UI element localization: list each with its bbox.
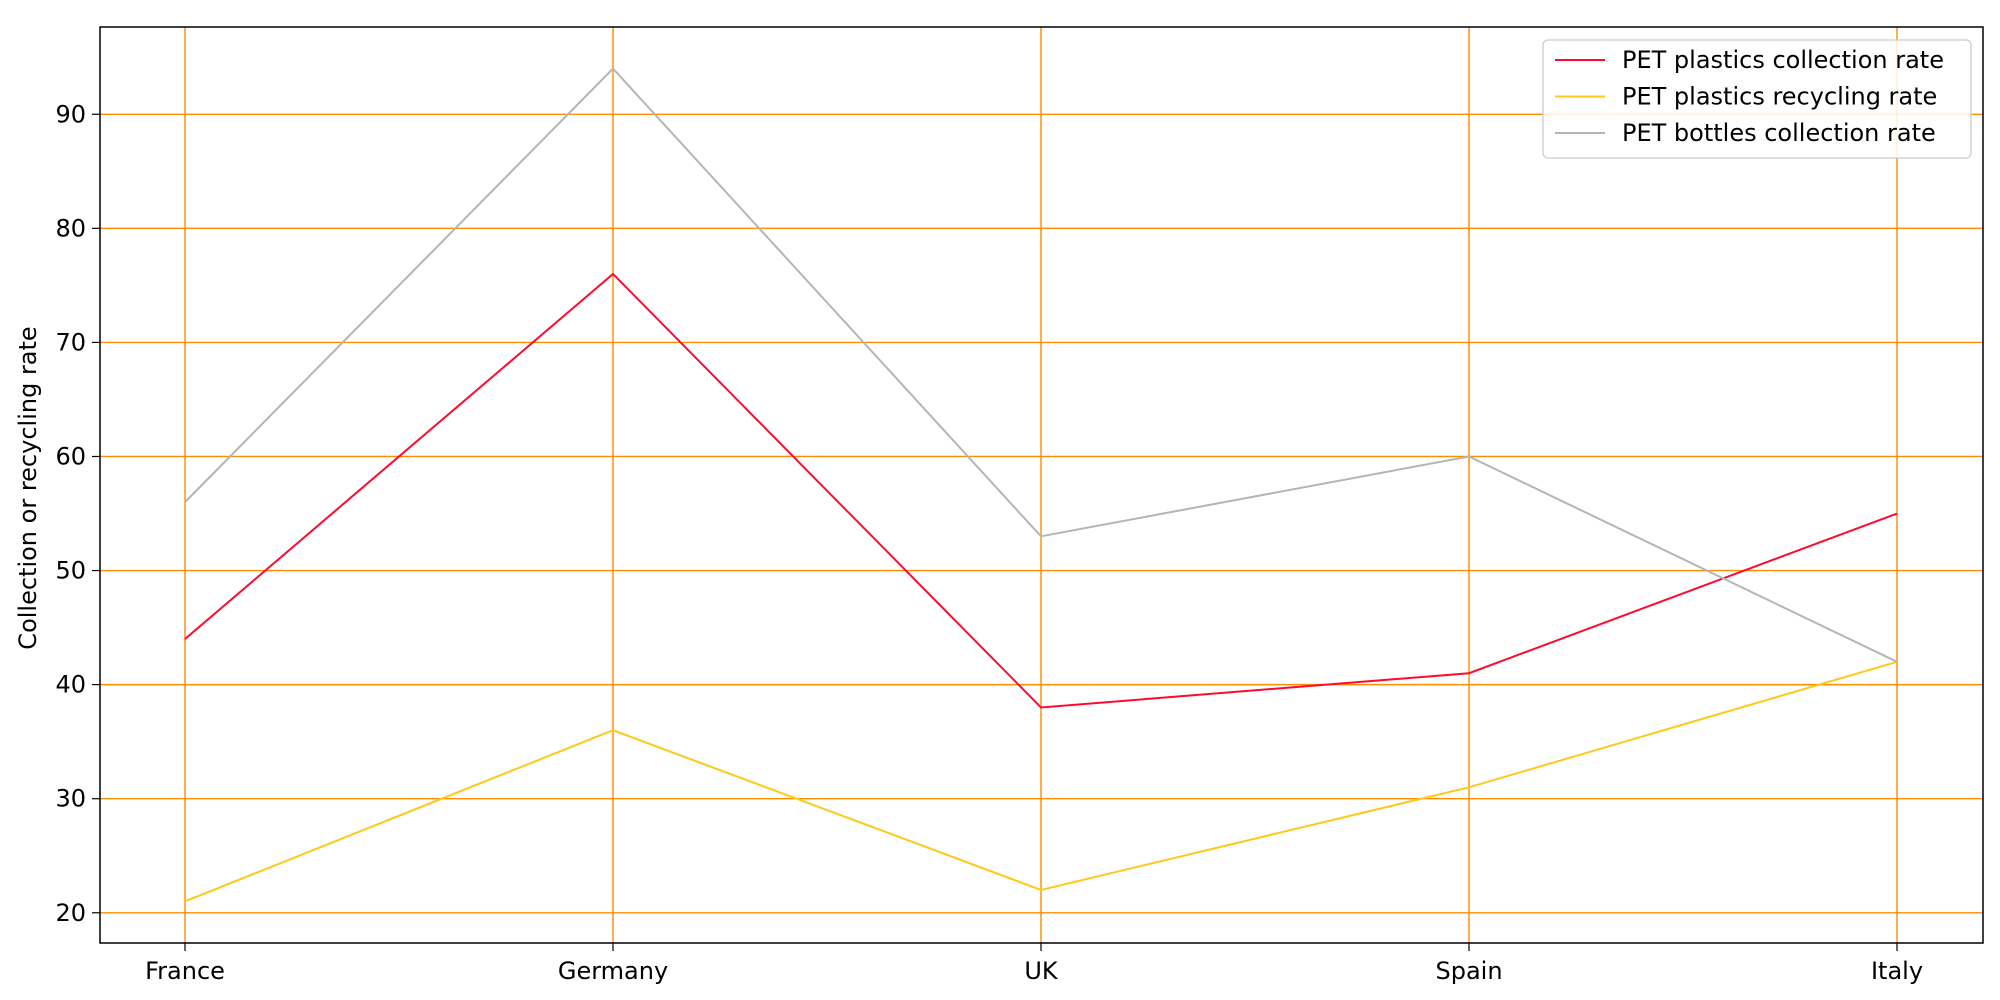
y-tick-label: 20 — [55, 899, 86, 927]
legend-label: PET plastics collection rate — [1622, 46, 1944, 74]
series-layer — [184, 67, 1898, 903]
x-tick-label: France — [145, 957, 225, 985]
y-tick-label: 70 — [55, 328, 86, 356]
legend-box — [1542, 39, 1972, 159]
series-line-3 — [184, 67, 1898, 663]
x-tick-label: Spain — [1435, 957, 1502, 985]
y-tick-label: 90 — [55, 100, 86, 128]
y-tick-label: 60 — [55, 442, 86, 470]
series-line-2 — [184, 660, 1898, 903]
y-tick-label: 30 — [55, 785, 86, 813]
legend-label: PET plastics recycling rate — [1622, 83, 1937, 111]
x-tick-label: Italy — [1871, 957, 1923, 985]
legend: PET plastics collection rate PET plastics… — [1542, 39, 1972, 159]
y-tick-label: 80 — [55, 214, 86, 242]
tick-layer: France Germany UK Spain Italy 20 30 40 50 60 70 80 9… — [55, 100, 1923, 985]
x-tick-label: UK — [1024, 957, 1059, 985]
y-tick-label: 40 — [55, 671, 86, 699]
legend-label: PET bottles collection rate — [1622, 119, 1936, 147]
y-tick-label: 50 — [55, 557, 86, 585]
grid-layer — [100, 27, 1983, 943]
series-line-1 — [184, 272, 1898, 709]
y-axis-label: Collection or recycling rate — [14, 326, 42, 649]
x-tick-label: Germany — [558, 957, 668, 985]
